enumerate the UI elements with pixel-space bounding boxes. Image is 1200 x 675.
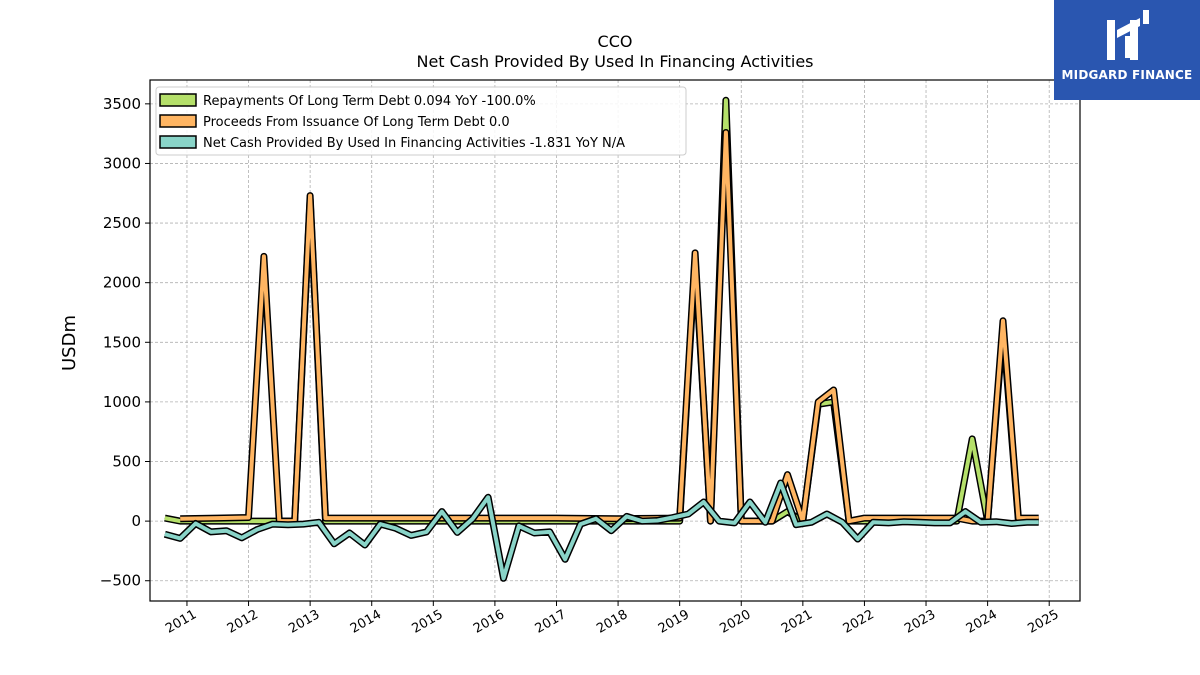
x-tick-label: 2017 [533,607,569,637]
chart-subtitle: Net Cash Provided By Used In Financing A… [416,52,813,71]
x-tick-label: 2019 [656,607,692,637]
series-2 [180,129,1039,525]
legend-box [155,86,687,156]
series-3 [163,479,1039,582]
x-tick-label: 2025 [1025,607,1061,637]
y-tick-label: 3500 [103,95,141,113]
x-tick-label: 2011 [163,607,199,637]
x-tick-label: 2022 [841,607,877,637]
brand-logo-icon [1107,10,1149,60]
legend-swatch [159,93,197,107]
y-tick-label: 1500 [103,333,141,351]
axis-ticks: 2011 2012 2013 2014 2015 2016 2017 2018 2019 2020… [100,95,1062,637]
legend-swatch [159,114,197,128]
x-tick-label: 2012 [225,607,261,637]
brand-logo: MIDGARD FINANCE [1054,0,1200,100]
legend: Repayments Of Long Term Debt 0.094 YoY -… [155,86,687,156]
chart-title: CCO [598,32,633,51]
x-tick-label: 2023 [902,607,938,637]
x-tick-label: 2018 [594,607,630,637]
legend-label: Repayments Of Long Term Debt 0.094 YoY -… [203,94,536,109]
y-tick-label: 2000 [103,274,141,292]
brand-name: MIDGARD FINANCE [1061,68,1193,82]
y-tick-label: 1000 [103,393,141,411]
x-tick-label: 2016 [471,607,507,637]
y-tick-label: 500 [112,453,141,471]
series-line [164,481,1039,581]
x-tick-label: 2020 [717,607,753,637]
y-tick-label: −500 [100,572,141,590]
x-tick-label: 2015 [409,607,445,637]
x-tick-label: 2014 [348,607,384,637]
plot-frame [149,79,1081,602]
legend-swatch [159,135,197,149]
y-tick-label: 0 [131,512,141,530]
y-tick-label: 2500 [103,214,141,232]
y-axis-label: USDm [59,315,80,371]
x-tick-label: 2013 [286,607,322,637]
legend-label: Net Cash Provided By Used In Financing A… [203,136,625,151]
legend-label: Proceeds From Issuance Of Long Term Debt… [203,115,510,130]
x-tick-label: 2024 [964,607,1000,637]
y-tick-label: 3000 [103,154,141,172]
x-tick-label: 2021 [779,607,815,637]
series-line [180,130,1039,524]
series-lines [163,96,1039,582]
series-outline [180,129,1039,525]
